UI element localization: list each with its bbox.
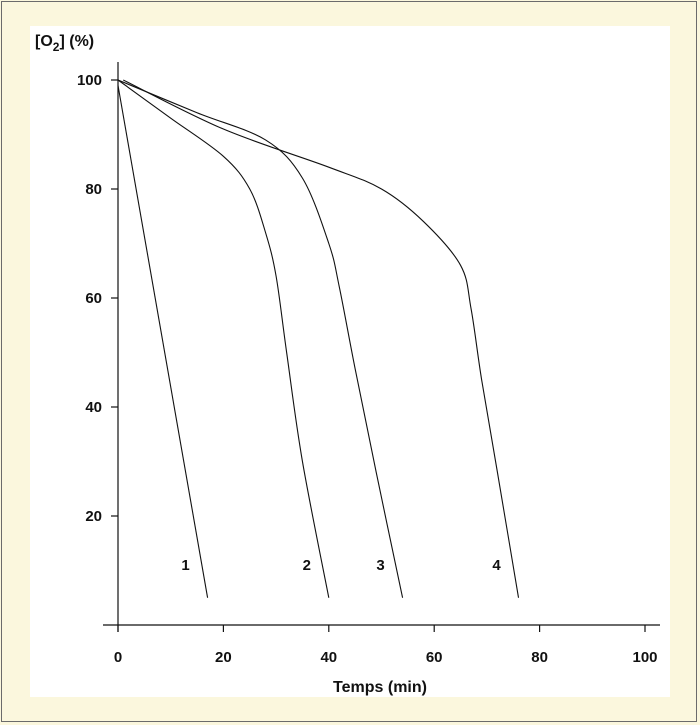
- series-label-4: 4: [492, 557, 501, 574]
- x-tick-label: 0: [114, 649, 122, 666]
- y-tick-label: 100: [77, 72, 102, 89]
- chart-panel: [30, 26, 670, 697]
- x-tick-label: 60: [426, 649, 443, 666]
- series-line-1: [117, 85, 209, 598]
- y-axis-title: [O2] (%): [35, 33, 94, 54]
- y-tick-label: 60: [85, 290, 102, 307]
- series-label-1: 1: [181, 557, 189, 574]
- series-line-2: [117, 79, 330, 598]
- series-label-3: 3: [376, 557, 384, 574]
- series-line-4: [123, 79, 520, 598]
- y-tick-label: 80: [85, 181, 102, 198]
- y-tick-label: 20: [85, 508, 102, 525]
- x-tick-label: 20: [215, 649, 232, 666]
- y-tick-label: 40: [85, 399, 102, 416]
- series-line-3: [117, 79, 404, 598]
- x-tick-label: 40: [320, 649, 337, 666]
- x-tick-label: 100: [632, 649, 657, 666]
- x-tick-label: 80: [531, 649, 548, 666]
- x-axis-title: Temps (min): [333, 679, 427, 696]
- series-label-2: 2: [303, 557, 311, 574]
